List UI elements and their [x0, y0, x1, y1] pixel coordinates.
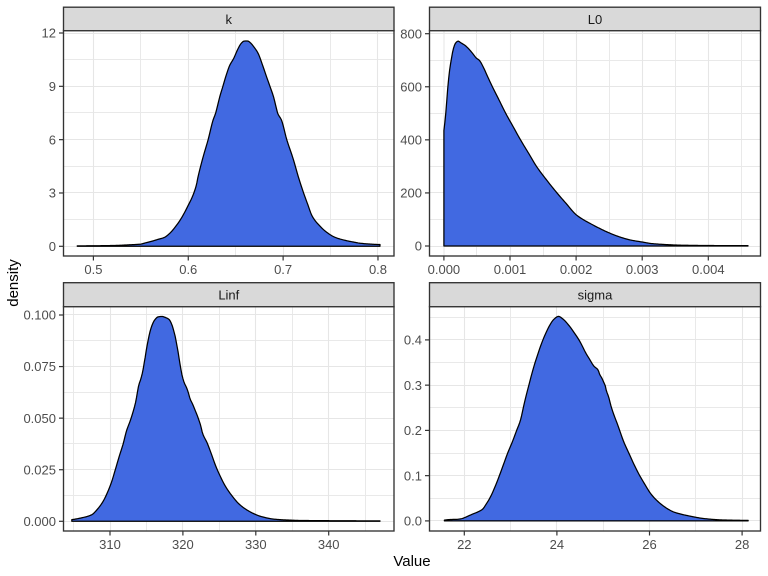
svg-text:0.075: 0.075	[23, 359, 56, 374]
svg-text:0.001: 0.001	[494, 262, 527, 277]
svg-text:0.050: 0.050	[23, 411, 56, 426]
svg-text:0.1: 0.1	[404, 468, 422, 483]
svg-text:24: 24	[550, 537, 564, 552]
svg-text:0.004: 0.004	[692, 262, 725, 277]
svg-text:0.8: 0.8	[369, 262, 387, 277]
svg-text:0.4: 0.4	[404, 333, 422, 348]
svg-text:800: 800	[400, 26, 422, 41]
svg-text:0.000: 0.000	[23, 514, 56, 529]
svg-text:0.025: 0.025	[23, 462, 56, 477]
svg-text:400: 400	[400, 132, 422, 147]
svg-text:0.3: 0.3	[404, 378, 422, 393]
svg-text:0.003: 0.003	[626, 262, 659, 277]
svg-text:6: 6	[49, 132, 56, 147]
svg-text:0.0: 0.0	[404, 514, 422, 529]
svg-text:9: 9	[49, 79, 56, 94]
svg-text:310: 310	[99, 537, 121, 552]
svg-text:0.6: 0.6	[179, 262, 197, 277]
svg-text:0: 0	[49, 239, 56, 254]
svg-text:L0: L0	[588, 12, 602, 27]
svg-text:sigma: sigma	[578, 288, 613, 303]
svg-text:0.7: 0.7	[274, 262, 292, 277]
svg-text:28: 28	[735, 537, 749, 552]
svg-text:3: 3	[49, 186, 56, 201]
svg-text:0.2: 0.2	[404, 423, 422, 438]
svg-text:200: 200	[400, 186, 422, 201]
svg-text:0.5: 0.5	[84, 262, 102, 277]
svg-text:density: density	[5, 259, 22, 307]
svg-text:320: 320	[172, 537, 194, 552]
svg-text:Value: Value	[393, 553, 430, 570]
svg-text:12: 12	[42, 26, 56, 41]
svg-text:0.000: 0.000	[428, 262, 461, 277]
svg-text:0.002: 0.002	[560, 262, 593, 277]
svg-text:22: 22	[457, 537, 471, 552]
svg-text:0: 0	[415, 239, 422, 254]
svg-text:k: k	[226, 12, 233, 27]
svg-text:0.100: 0.100	[23, 308, 56, 323]
svg-text:Linf: Linf	[218, 288, 239, 303]
svg-text:600: 600	[400, 79, 422, 94]
svg-text:26: 26	[642, 537, 656, 552]
svg-text:340: 340	[318, 537, 340, 552]
svg-text:330: 330	[245, 537, 267, 552]
